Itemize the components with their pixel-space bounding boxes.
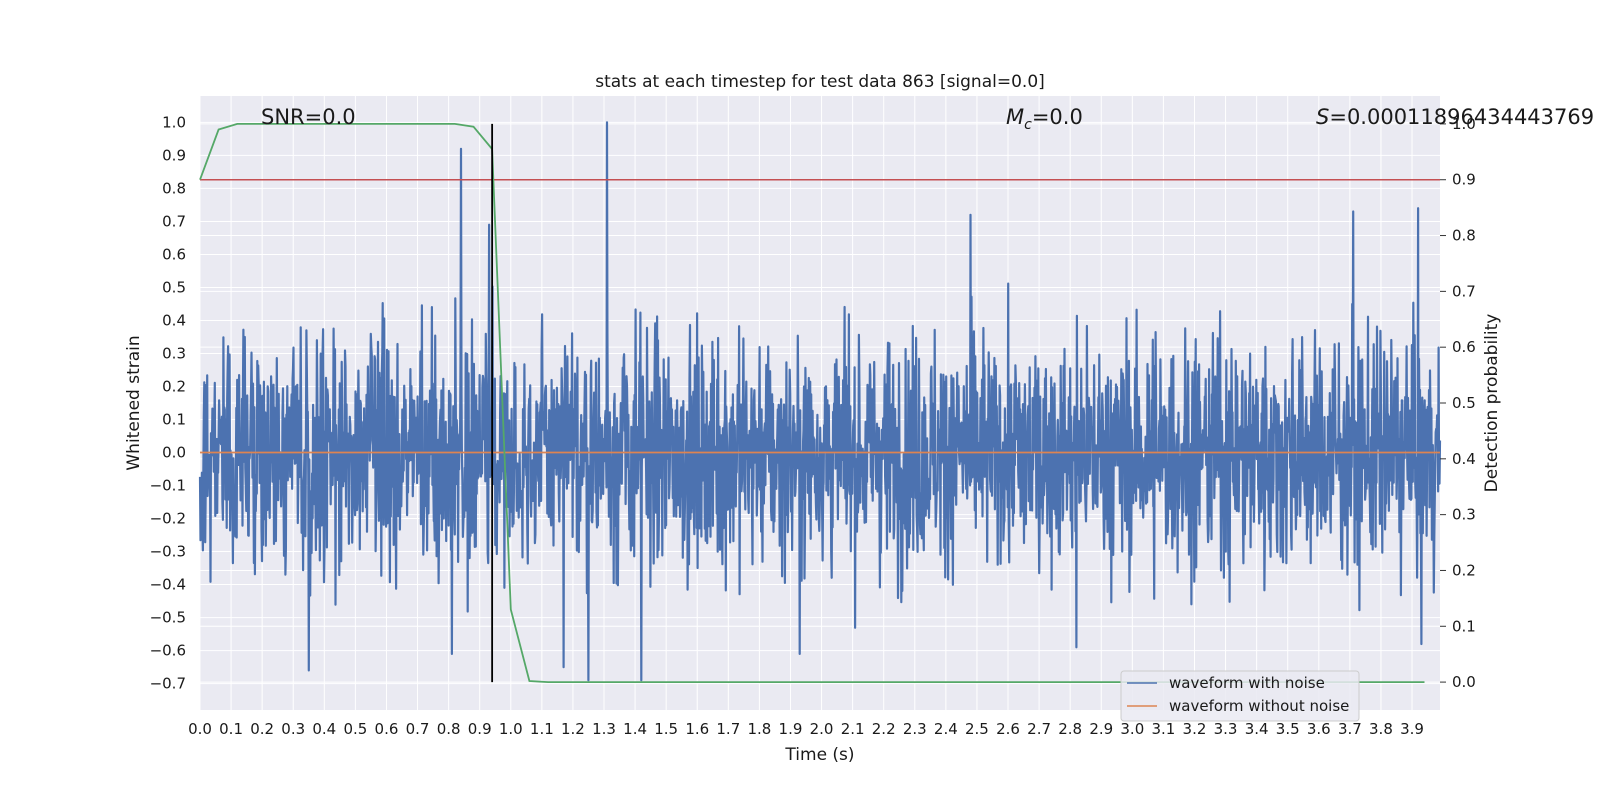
y-tick-label: 0.1 bbox=[162, 411, 186, 429]
y2-tick-label: 0.7 bbox=[1452, 282, 1476, 300]
y2-tick-label: 0.6 bbox=[1452, 338, 1476, 356]
series-detection-probability bbox=[199, 123, 1425, 683]
y2-tick-label: 0.1 bbox=[1452, 617, 1476, 635]
y-tick-label: 0.6 bbox=[162, 245, 186, 263]
chirp-mass-value: =0.0 bbox=[1032, 105, 1083, 129]
x-tick-label: 3.7 bbox=[1338, 720, 1362, 738]
x-tick-label: 3.4 bbox=[1245, 720, 1269, 738]
x-tick-label: 0.6 bbox=[375, 720, 399, 738]
x-tick-label: 1.4 bbox=[623, 720, 647, 738]
y2-tick-label: 0.8 bbox=[1452, 227, 1476, 245]
y-tick-label: 0.4 bbox=[162, 311, 186, 329]
x-tick-label: 3.8 bbox=[1369, 720, 1393, 738]
x-tick-label: 2.4 bbox=[934, 720, 958, 738]
x-tick-label: 3.1 bbox=[1151, 720, 1175, 738]
x-tick-label: 0.5 bbox=[343, 720, 367, 738]
y2-tick-label: 1.0 bbox=[1452, 115, 1476, 133]
y-tick-label: −0.1 bbox=[150, 477, 186, 495]
x-tick-label: 0.9 bbox=[468, 720, 492, 738]
x-tick-label: 3.2 bbox=[1183, 720, 1207, 738]
x-tick-label: 1.1 bbox=[530, 720, 554, 738]
legend-label-noise: waveform with noise bbox=[1169, 674, 1325, 692]
x-tick-label: 0.7 bbox=[406, 720, 430, 738]
chirp-mass-annotation: Mc=0.0 bbox=[1006, 105, 1083, 133]
series-layer bbox=[198, 121, 1442, 683]
x-tick-label: 3.6 bbox=[1307, 720, 1331, 738]
x-tick-label: 1.7 bbox=[716, 720, 740, 738]
x-tick-label: 0.0 bbox=[188, 720, 212, 738]
x-tick-label: 3.9 bbox=[1400, 720, 1424, 738]
x-tick-label: 1.2 bbox=[561, 720, 585, 738]
y-tick-label: 1.0 bbox=[162, 113, 186, 131]
y-tick-label: −0.3 bbox=[150, 543, 186, 561]
x-tick-label: 2.7 bbox=[1027, 720, 1051, 738]
x-tick-label: 2.9 bbox=[1089, 720, 1113, 738]
snr-annotation: SNR=0.0 bbox=[261, 105, 356, 129]
x-tick-label: 1.0 bbox=[499, 720, 523, 738]
x-tick-label: 2.6 bbox=[996, 720, 1020, 738]
x-tick-label: 2.0 bbox=[810, 720, 834, 738]
x-tick-label: 1.5 bbox=[654, 720, 678, 738]
y2-tick-label: 0.2 bbox=[1452, 561, 1476, 579]
chart-title: stats at each timestep for test data 863… bbox=[595, 72, 1045, 92]
x-tick-label: 3.0 bbox=[1120, 720, 1144, 738]
x-tick-label: 2.5 bbox=[965, 720, 989, 738]
statistic-symbol: S bbox=[1316, 105, 1329, 129]
x-axis-label: Time (s) bbox=[784, 745, 854, 765]
legend-label-clean: waveform without noise bbox=[1169, 697, 1349, 715]
x-tick-label: 0.2 bbox=[250, 720, 274, 738]
legend-box bbox=[1120, 670, 1360, 722]
y2-tick-label: 0.3 bbox=[1452, 506, 1476, 524]
tick-layer: 0.0 0.1 0.2 0.3 0.4 0.5 0.6 0.7 0.8 0.9 1.0 1.1 1.2 1… bbox=[150, 113, 1476, 738]
chirp-mass-subscript: c bbox=[1024, 117, 1032, 133]
x-tick-label: 1.9 bbox=[779, 720, 803, 738]
y-tick-label: −0.6 bbox=[150, 642, 186, 660]
y-tick-label: −0.7 bbox=[150, 675, 186, 693]
legend: waveform with noise waveform without noi… bbox=[1120, 670, 1360, 722]
y2-tick-label: 0.9 bbox=[1452, 171, 1476, 189]
statistic-value: =0.00011896434443769 bbox=[1329, 105, 1594, 129]
x-tick-label: 2.2 bbox=[872, 720, 896, 738]
y-tick-label: 0.5 bbox=[162, 278, 186, 296]
x-tick-label: 3.5 bbox=[1276, 720, 1300, 738]
y2-axis-label: Detection probability bbox=[1482, 314, 1502, 493]
y2-tick-label: 0.0 bbox=[1452, 673, 1476, 691]
x-tick-label: 2.1 bbox=[841, 720, 865, 738]
y-tick-label: 0.8 bbox=[162, 179, 186, 197]
x-tick-label: 1.3 bbox=[592, 720, 616, 738]
x-tick-label: 0.8 bbox=[437, 720, 461, 738]
x-tick-label: 3.3 bbox=[1214, 720, 1238, 738]
statistic-annotation: S=0.00011896434443769 bbox=[1316, 105, 1594, 129]
y-tick-label: 0.3 bbox=[162, 344, 186, 362]
y-axis-label: Whitened strain bbox=[124, 335, 144, 470]
x-tick-label: 2.8 bbox=[1058, 720, 1082, 738]
y-tick-label: 0.2 bbox=[162, 377, 186, 395]
x-tick-label: 1.6 bbox=[685, 720, 709, 738]
chirp-mass-symbol: M bbox=[1006, 105, 1024, 129]
y-tick-label: 0.0 bbox=[162, 444, 186, 462]
y-tick-label: −0.2 bbox=[150, 510, 186, 528]
x-tick-label: 0.3 bbox=[281, 720, 305, 738]
series-waveform-with-noise bbox=[198, 121, 1442, 682]
y-tick-label: −0.4 bbox=[150, 576, 186, 594]
y2-tick-label: 0.4 bbox=[1452, 450, 1476, 468]
x-tick-label: 0.1 bbox=[219, 720, 243, 738]
y2-tick-label: 0.5 bbox=[1452, 394, 1476, 412]
x-tick-label: 1.8 bbox=[747, 720, 771, 738]
x-tick-label: 0.4 bbox=[312, 720, 336, 738]
x-tick-label: 2.3 bbox=[903, 720, 927, 738]
y-tick-label: 0.7 bbox=[162, 212, 186, 230]
y-tick-label: 0.9 bbox=[162, 146, 186, 164]
y-tick-label: −0.5 bbox=[150, 609, 186, 627]
